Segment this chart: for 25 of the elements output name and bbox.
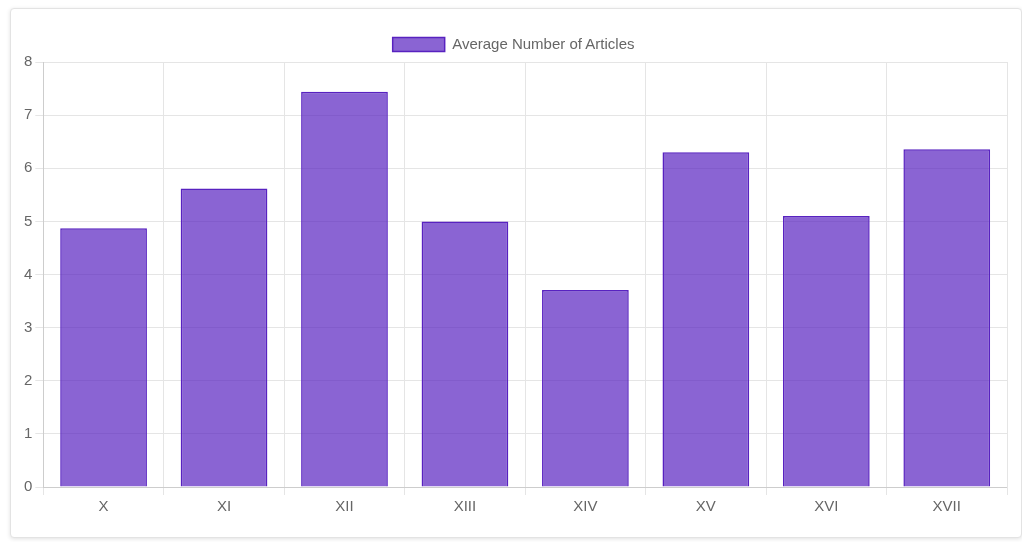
x-tick-label: XVI xyxy=(814,497,839,515)
bar xyxy=(542,289,629,487)
y-tick-label: 6 xyxy=(24,158,33,176)
y-tick-label: 8 xyxy=(24,52,33,70)
y-tick-label: 5 xyxy=(24,211,33,229)
bar xyxy=(180,188,268,487)
y-tick-label: 1 xyxy=(24,424,33,442)
x-tick-label: XV xyxy=(695,497,716,515)
bar xyxy=(662,152,750,487)
y-tick-label: 2 xyxy=(24,370,33,388)
legend-label: Average Number of Articles xyxy=(452,34,635,52)
y-tick-label: 7 xyxy=(24,105,33,123)
y-tick-label: 0 xyxy=(24,477,33,495)
bar xyxy=(421,221,509,487)
y-tick-label: 3 xyxy=(24,317,33,335)
bar xyxy=(903,149,991,487)
bar xyxy=(782,216,870,487)
bar xyxy=(60,228,147,487)
x-tick-label: X xyxy=(98,497,109,515)
x-tick-label: XIV xyxy=(573,497,598,515)
x-tick-label: XVII xyxy=(932,497,961,515)
x-tick-label: XIII xyxy=(453,497,477,515)
y-tick-label: 4 xyxy=(24,264,33,282)
x-tick-label: XII xyxy=(335,497,354,515)
x-tick-label: XI xyxy=(216,497,232,515)
